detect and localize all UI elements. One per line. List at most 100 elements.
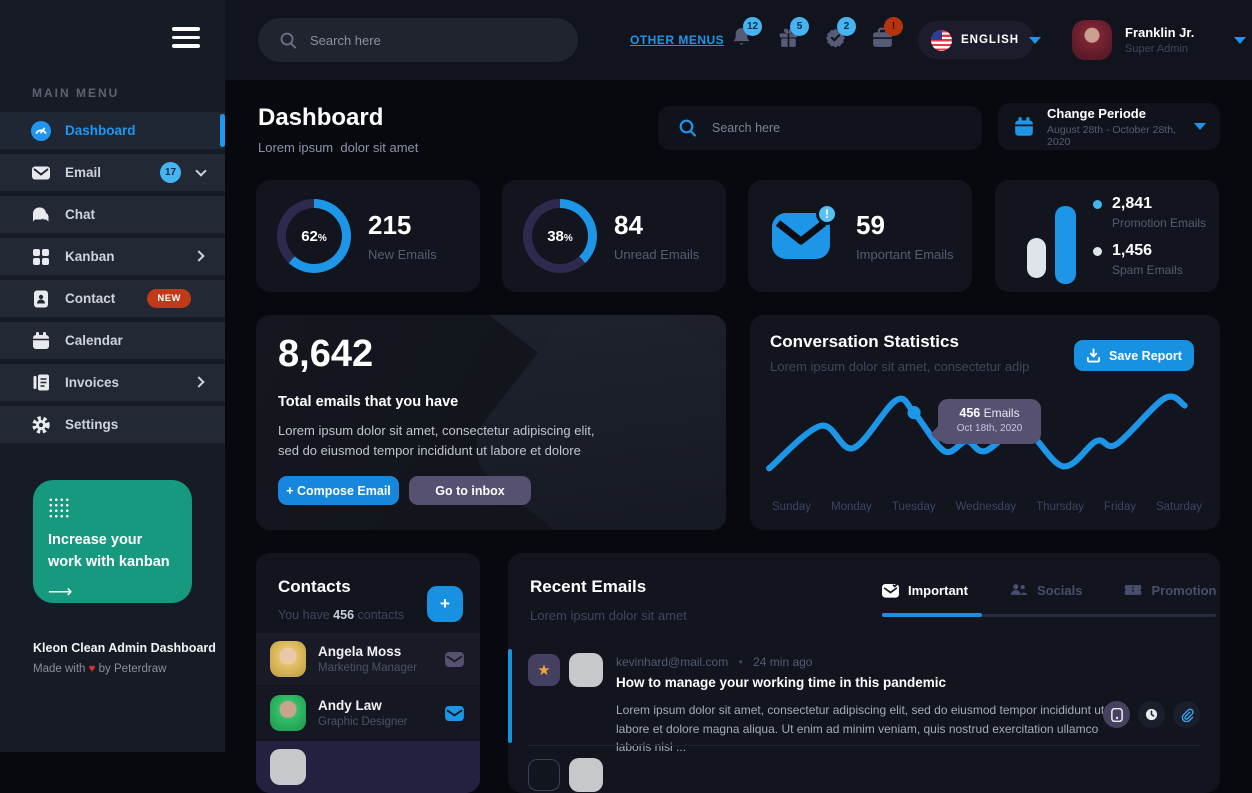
- compose-email-button[interactable]: + Compose Email: [278, 476, 399, 505]
- sidebar-item-kanban[interactable]: Kanban: [0, 238, 225, 275]
- avatar: [270, 641, 306, 677]
- profile-menu[interactable]: Franklin Jr. Super Admin: [1072, 20, 1246, 60]
- contact-row[interactable]: [256, 741, 480, 793]
- gift-icon[interactable]: 5: [776, 17, 809, 54]
- sidebar-section-label: MAIN MENU: [32, 86, 120, 100]
- legend-value: 2,841: [1112, 195, 1153, 212]
- periode-range: August 28th - October 28th, 2020: [1047, 123, 1176, 148]
- chevron-right-icon[interactable]: [193, 376, 205, 388]
- contacts-card: Contacts You have 456 contacts + Angela …: [256, 553, 480, 793]
- sidebar-item-dashboard[interactable]: Dashboard: [0, 112, 225, 149]
- sidebar-item-label: Email: [65, 165, 102, 180]
- device-icon[interactable]: [1103, 701, 1130, 728]
- contact-role: Marketing Manager: [318, 662, 418, 674]
- go-to-inbox-button[interactable]: Go to inbox: [409, 476, 531, 505]
- notification-count-badge: 12: [743, 17, 762, 36]
- clock-icon[interactable]: [1138, 701, 1165, 728]
- download-icon: [1086, 348, 1101, 363]
- stat-card-important-emails: ! 59 Important Emails: [748, 180, 972, 292]
- promo-line2: work with kanban: [48, 553, 170, 570]
- caret-down-icon: [1234, 36, 1246, 44]
- sidebar-item-chat[interactable]: Chat: [0, 196, 225, 233]
- sidebar-item-contact[interactable]: Contact NEW: [0, 280, 225, 317]
- topbar-search[interactable]: [258, 18, 578, 62]
- meta-separator: •: [738, 655, 743, 669]
- tab-socials[interactable]: Socials: [1010, 583, 1082, 598]
- x-label: Wednesday: [955, 501, 1017, 513]
- heart-icon: ♥: [88, 663, 96, 675]
- send-mail-icon[interactable]: [445, 651, 464, 667]
- footer-title: Kleon Clean Admin Dashboard: [33, 641, 216, 655]
- x-label: Thursday: [1036, 501, 1085, 513]
- footer-credit: Made with ♥ by Peterdraw: [33, 663, 166, 675]
- hamburger-menu-icon[interactable]: [172, 27, 200, 49]
- star-icon[interactable]: ★: [528, 654, 560, 686]
- stat-value: 215: [368, 210, 412, 240]
- tab-promotion[interactable]: Promotion: [1124, 583, 1216, 598]
- recent-emails-subtitle: Lorem ipsum dolor sit amet: [530, 608, 687, 623]
- kanban-promo-card[interactable]: Increase your work with kanban ⟶: [33, 480, 192, 603]
- alert-badge: !: [816, 203, 838, 225]
- sidebar-item-settings[interactable]: Settings: [0, 406, 225, 443]
- contacts-sub-post: contacts: [357, 608, 405, 622]
- search-input[interactable]: [310, 32, 550, 48]
- search-icon: [678, 118, 698, 138]
- send-mail-icon[interactable]: [445, 705, 464, 721]
- conversation-title: Conversation Statistics: [770, 332, 959, 351]
- line-chart: [766, 393, 1188, 472]
- dashboard-search[interactable]: [658, 106, 982, 150]
- language-label: ENGLISH: [961, 34, 1020, 46]
- chevron-right-icon[interactable]: [193, 250, 205, 262]
- contacts-list: Angela Moss Marketing Manager Andy Law G…: [256, 633, 480, 793]
- divider: [528, 745, 1200, 746]
- contact-row[interactable]: Angela Moss Marketing Manager: [256, 633, 480, 685]
- language-selector[interactable]: ENGLISH: [918, 21, 1042, 59]
- sidebar-item-label: Invoices: [65, 375, 120, 390]
- tab-label: Promotion: [1151, 582, 1217, 598]
- notification-icons: 12 5 2 !: [729, 17, 903, 54]
- sidebar-item-calendar[interactable]: Calendar: [0, 322, 225, 359]
- ticket-icon: [1124, 583, 1142, 597]
- contact-row[interactable]: Andy Law Graphic Designer: [256, 687, 480, 739]
- us-flag-icon: [931, 29, 952, 51]
- add-contact-button[interactable]: +: [427, 586, 463, 622]
- active-tab-indicator: [882, 613, 982, 617]
- other-menus-link[interactable]: OTHER MENUS: [630, 33, 725, 47]
- sidebar-item-invoices[interactable]: Invoices: [0, 364, 225, 401]
- stat-label: Unread Emails: [614, 247, 700, 262]
- legend-value: 1,456: [1112, 242, 1153, 259]
- email-count-badge: 17: [160, 162, 181, 183]
- tab-important[interactable]: Important: [882, 582, 968, 598]
- chevron-down-icon[interactable]: [195, 165, 207, 177]
- donut-percent: 62%: [301, 227, 327, 245]
- search-input[interactable]: [712, 121, 952, 135]
- x-label: Monday: [831, 501, 872, 513]
- invoices-icon: [31, 373, 51, 393]
- save-report-button[interactable]: Save Report: [1074, 340, 1194, 371]
- attachment-paperclip-icon[interactable]: [1173, 701, 1200, 728]
- contact-role: Graphic Designer: [318, 716, 408, 728]
- stat-label: New Emails: [368, 247, 437, 262]
- promo-line1: Increase your: [48, 532, 143, 548]
- sidebar: MAIN MENU Dashboard Email 17 Chat: [0, 0, 225, 752]
- chart-tooltip: 456 Emails Oct 18th, 2020: [938, 399, 1041, 444]
- change-periode-selector[interactable]: Change Periode August 28th - October 28t…: [998, 103, 1220, 150]
- email-list-scroll-indicator[interactable]: [508, 649, 512, 743]
- page-subtitle: Lorem ipsum dolor sit amet: [258, 140, 419, 155]
- check-circle-icon[interactable]: 2: [823, 17, 856, 54]
- page-title: Dashboard: [258, 104, 384, 131]
- bell-icon[interactable]: 12: [729, 17, 762, 54]
- donut-chart: 38%: [523, 199, 597, 273]
- calendar-icon: [31, 331, 51, 351]
- credit-pre: Made with: [33, 663, 86, 675]
- sidebar-item-email[interactable]: Email 17: [0, 154, 225, 191]
- briefcase-icon[interactable]: !: [870, 17, 903, 54]
- tab-label: Important: [908, 582, 968, 598]
- people-icon: [1010, 583, 1028, 597]
- tooltip-value: 456: [959, 406, 981, 420]
- arrow-right-icon[interactable]: ⟶: [48, 581, 73, 601]
- sidebar-item-label: Calendar: [65, 333, 123, 348]
- star-outline-icon[interactable]: [528, 759, 560, 791]
- chat-icon: [31, 205, 51, 225]
- sidebar-item-label: Kanban: [65, 249, 115, 264]
